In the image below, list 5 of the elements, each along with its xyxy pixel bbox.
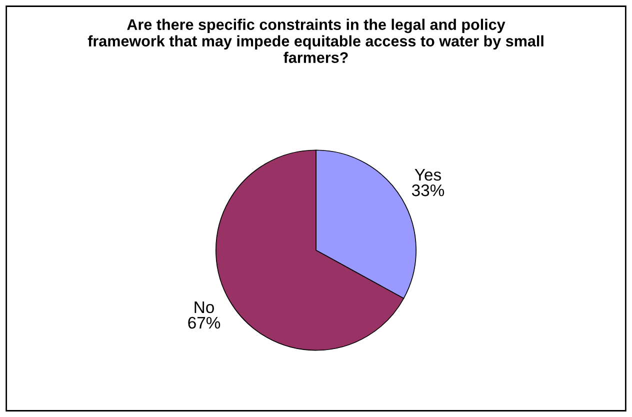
chart-title: Are there specific constraints in the legal and policy framework that may impede equitable access to water by small farmers? [88,18,544,63]
slice-label: Yes [414,169,441,181]
data-label: 67% [188,316,220,329]
data-label: 33% [412,184,444,196]
slice-label: No [194,302,214,314]
